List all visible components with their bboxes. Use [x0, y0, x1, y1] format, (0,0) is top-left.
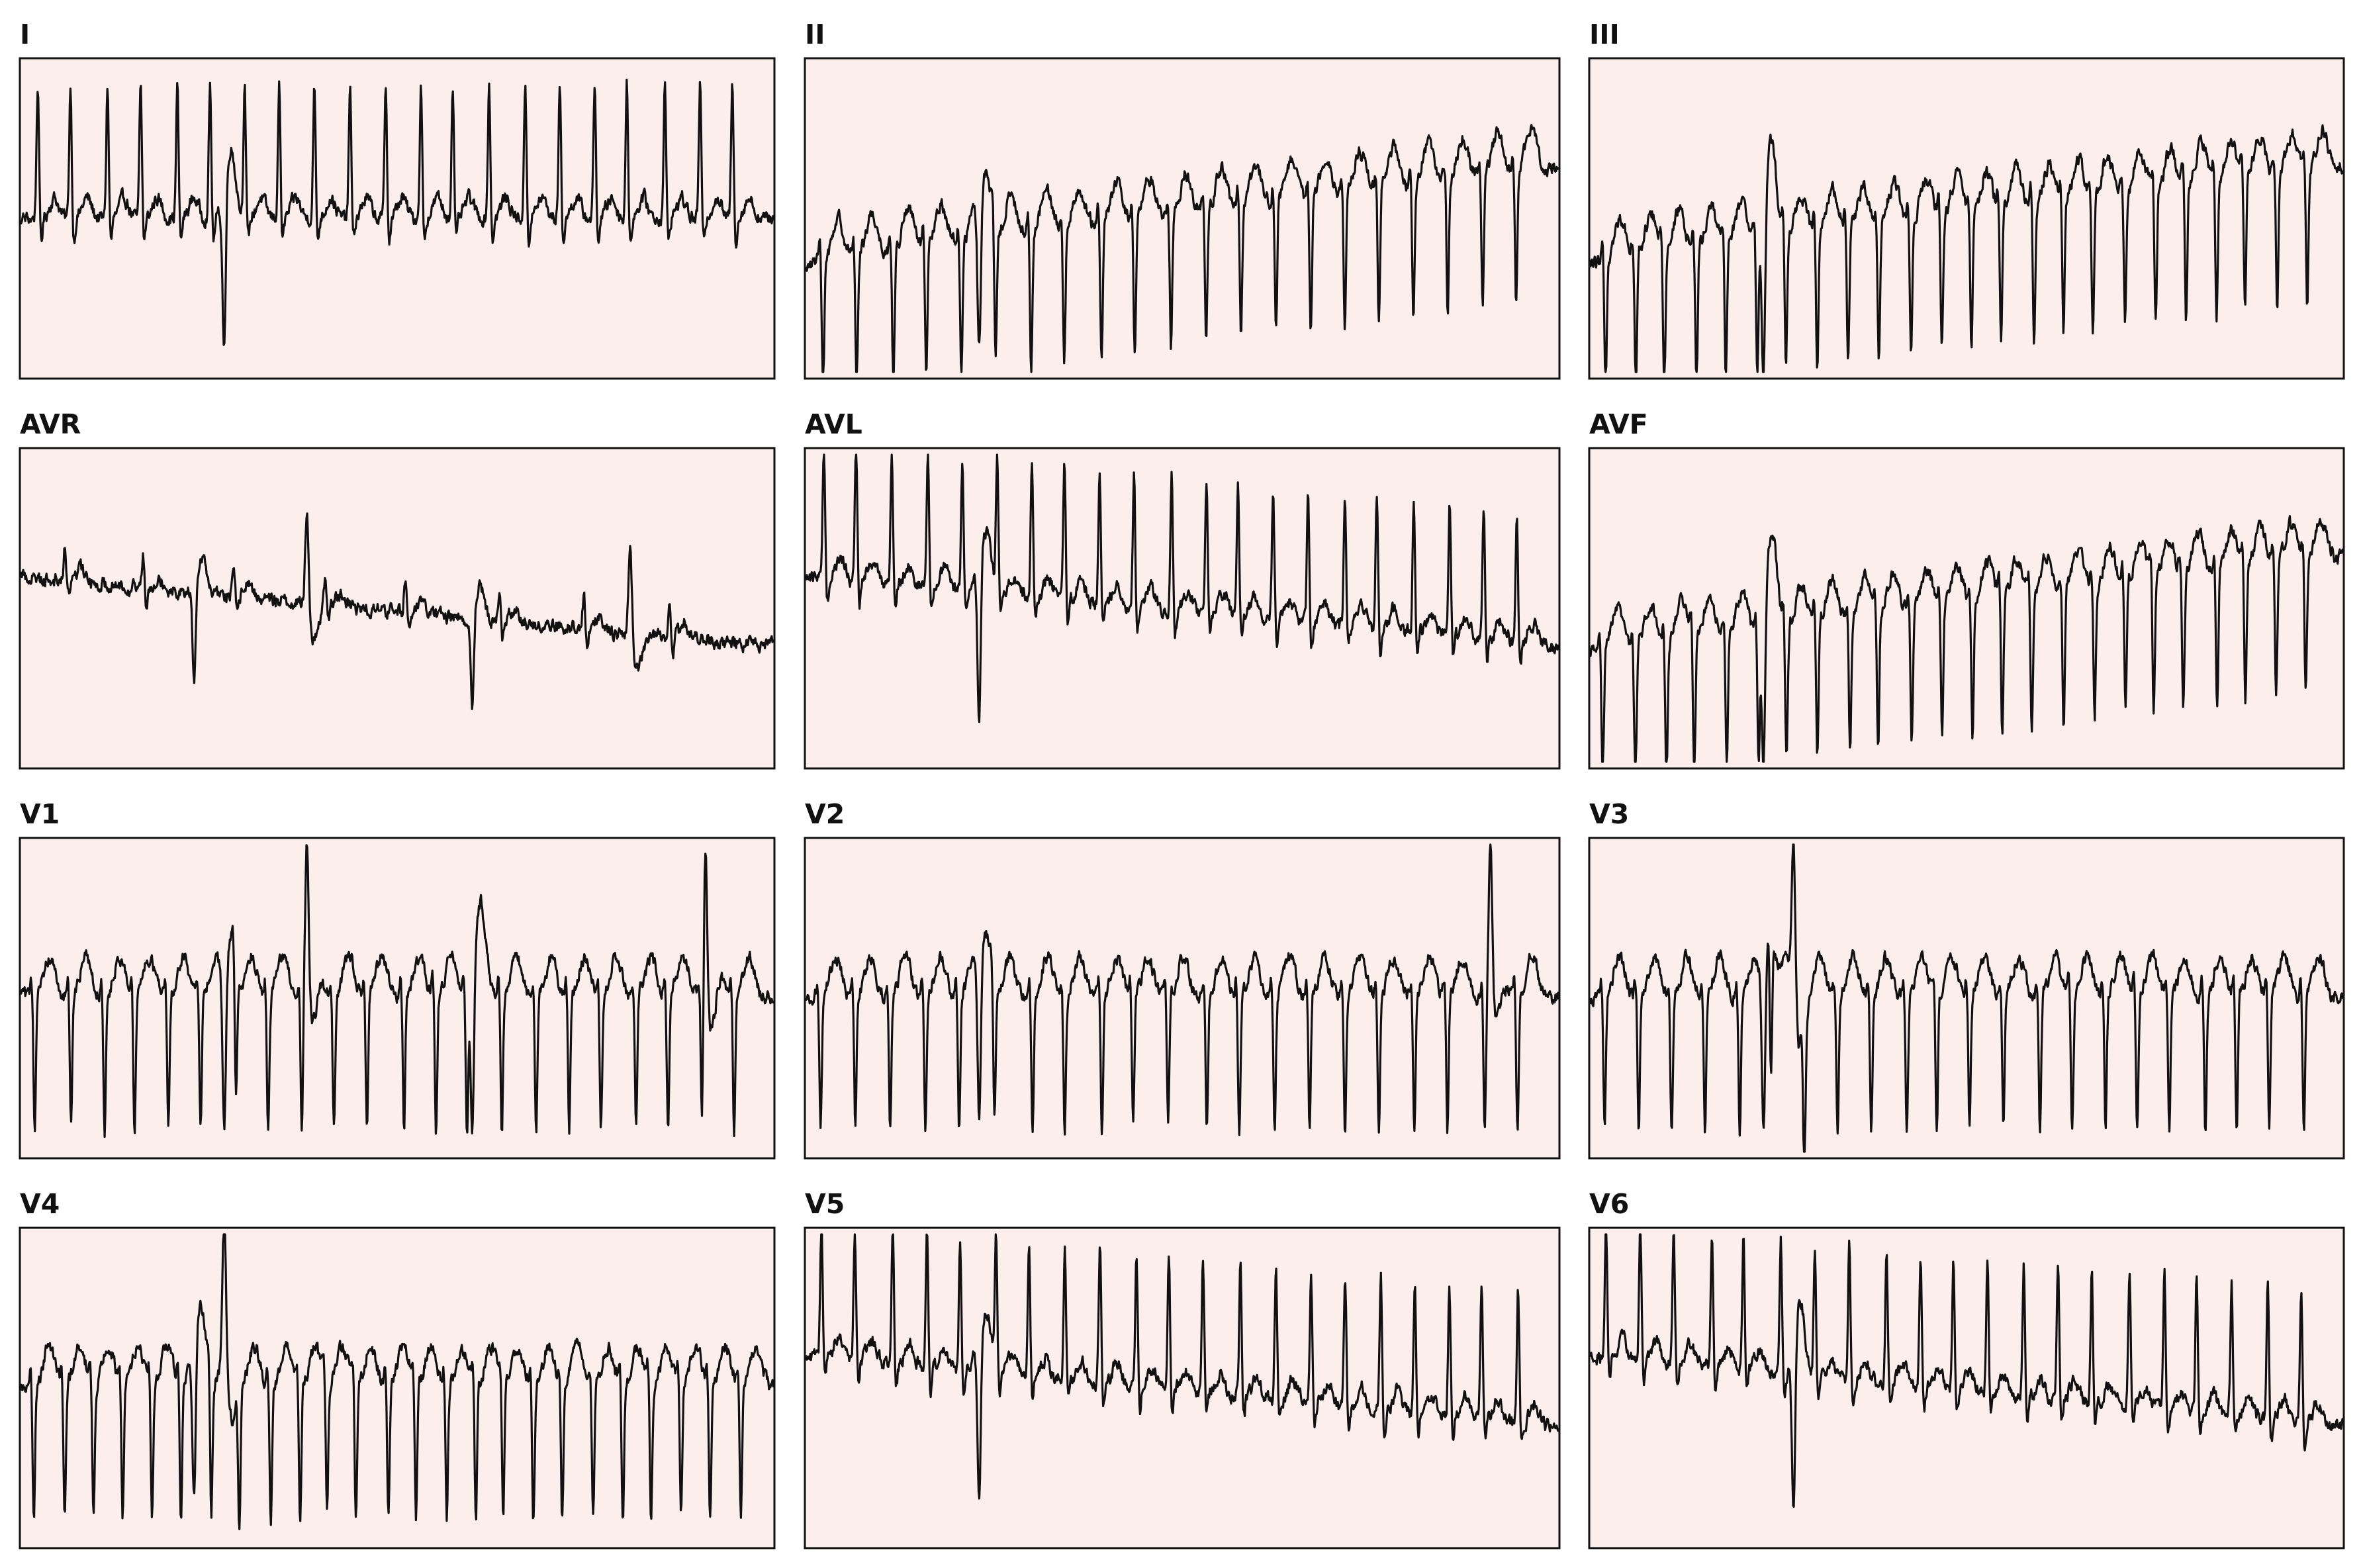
- plot-area: [804, 837, 1561, 1160]
- ecg-trace-v5: [805, 1233, 1559, 1500]
- ecg-panel-v1: V1: [19, 798, 776, 1160]
- ecg-trace-v3: [1589, 843, 2344, 1153]
- ecg-panel-v3: V3: [1588, 798, 2345, 1160]
- lead-label: II: [805, 19, 825, 50]
- lead-label: AVR: [20, 408, 81, 440]
- plot-area: [1588, 447, 2345, 770]
- lead-label: V3: [1589, 798, 1629, 830]
- ecg-panel-avl: AVL: [804, 408, 1561, 770]
- ecg-trace-v4: [20, 1233, 774, 1530]
- lead-label: AVL: [805, 408, 862, 440]
- plot-area: [19, 57, 776, 380]
- ecg-panel-i: I: [19, 19, 776, 380]
- lead-label: V6: [1589, 1188, 1629, 1220]
- plot-area: [19, 1226, 776, 1549]
- ecg-panel-v2: V2: [804, 798, 1561, 1160]
- plot-area: [1588, 1226, 2345, 1549]
- plot-area: [804, 57, 1561, 380]
- ecg-trace-v6: [1589, 1233, 2344, 1508]
- ecg-panel-v4: V4: [19, 1188, 776, 1549]
- ecg-trace-avf: [1589, 515, 2344, 763]
- lead-label: AVF: [1589, 408, 1648, 440]
- ecg-trace-i: [20, 78, 774, 346]
- lead-label: V4: [20, 1188, 60, 1220]
- ecg-panel-avr: AVR: [19, 408, 776, 770]
- lead-label: I: [20, 19, 30, 50]
- ecg-trace-v1: [20, 844, 774, 1138]
- ecg-panel-ii: II: [804, 19, 1561, 380]
- ecg-panel-iii: III: [1588, 19, 2345, 380]
- lead-label: III: [1589, 19, 1620, 50]
- ecg-trace-avr: [20, 512, 774, 710]
- ecg-trace-avl: [805, 453, 1559, 723]
- ecg-panel-avf: AVF: [1588, 408, 2345, 770]
- lead-label: V1: [20, 798, 60, 830]
- ecg-panel-v6: V6: [1588, 1188, 2345, 1549]
- plot-area: [804, 447, 1561, 770]
- lead-label: V2: [805, 798, 845, 830]
- ecg-trace-ii: [805, 124, 1559, 373]
- ecg-panel-v5: V5: [804, 1188, 1561, 1549]
- ecg-trace-v2: [805, 843, 1559, 1136]
- ecg-trace-iii: [1589, 124, 2344, 373]
- plot-area: [1588, 57, 2345, 380]
- lead-label: V5: [805, 1188, 845, 1220]
